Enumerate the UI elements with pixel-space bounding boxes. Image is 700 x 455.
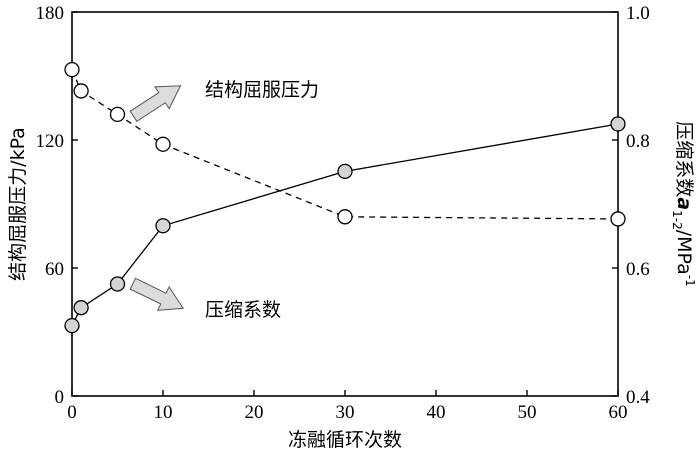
data-point — [155, 136, 171, 152]
y-axis-right-title-symbol: a — [673, 197, 695, 210]
data-point — [155, 218, 171, 234]
arrow-shape — [129, 277, 185, 311]
axis-ticks — [71, 11, 619, 397]
data-point — [109, 276, 126, 292]
x-tick-label: 60 — [609, 402, 628, 423]
data-point — [73, 300, 89, 316]
series-layer — [64, 61, 626, 334]
y-right-tick-label: 0.4 — [626, 387, 650, 408]
data-point — [610, 211, 626, 227]
plot-border — [71, 11, 619, 397]
series-2 — [64, 116, 626, 334]
y-left-tick-label: 180 — [36, 3, 65, 24]
y-axis-right-title-prefix: 压缩系数 — [673, 121, 695, 197]
x-tick-label: 20 — [245, 402, 264, 423]
x-tick-label: 10 — [154, 402, 173, 423]
y-right-tick-label: 0.8 — [626, 131, 650, 152]
y-axis-left-title: 结构屈服压力/kPa — [7, 127, 29, 281]
annotation-label-2: 压缩系数 — [205, 299, 281, 321]
data-point — [64, 317, 80, 334]
data-point — [337, 163, 353, 180]
y-right-tick-label: 0.6 — [626, 259, 650, 280]
y-left-tick-label: 0 — [55, 387, 65, 408]
x-tick-label: 50 — [518, 402, 537, 423]
y-axis-right-title-subscript: 1-2 — [670, 210, 684, 230]
annotation-arrow-2 — [129, 277, 185, 311]
series-1 — [64, 61, 626, 227]
axis-tick-labels: 0 10 20 30 40 50 60 0 60 120 180 0.4 0.6 0.8 1.0 — [36, 3, 651, 423]
data-point — [337, 209, 353, 225]
y-left-tick-label: 60 — [45, 259, 64, 280]
y-axis-right-title-unit: /MPa — [673, 230, 695, 275]
data-point — [610, 116, 626, 132]
y-left-tick-label: 120 — [36, 131, 65, 152]
x-tick-label: 30 — [336, 402, 355, 423]
annotation-label-1: 结构屈服压力 — [205, 79, 319, 101]
data-point — [64, 61, 80, 78]
arrow-shape — [129, 85, 182, 122]
y-axis-right-title-sup: -1 — [683, 275, 697, 287]
x-tick-label: 0 — [67, 402, 77, 423]
plot-frame — [71, 11, 619, 397]
data-point — [73, 83, 89, 99]
data-point — [109, 106, 126, 123]
x-axis-title: 冻融循环次数 — [288, 429, 402, 451]
x-tick-label: 40 — [427, 402, 446, 423]
series-line — [71, 69, 619, 220]
annotation-arrow-1 — [129, 85, 182, 122]
y-axis-right-title: 压缩系数a1-2/MPa-1 — [670, 121, 697, 286]
y-right-tick-label: 1.0 — [626, 3, 650, 24]
